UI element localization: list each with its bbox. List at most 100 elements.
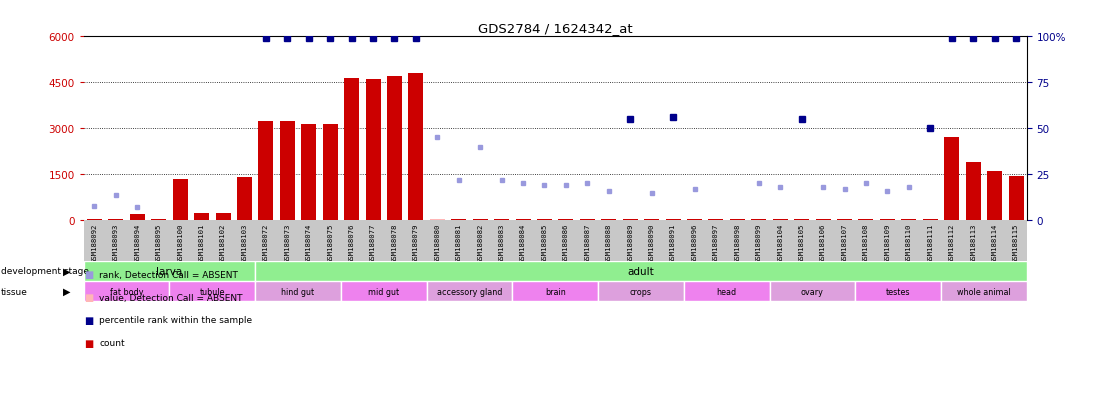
Bar xyxy=(795,219,809,221)
Bar xyxy=(194,213,209,221)
Bar xyxy=(1009,176,1023,221)
Bar xyxy=(730,219,744,221)
Bar xyxy=(837,219,852,221)
Text: whole animal: whole animal xyxy=(958,287,1011,296)
Text: head: head xyxy=(716,287,737,296)
Bar xyxy=(644,219,660,221)
Text: GSM188103: GSM188103 xyxy=(241,223,248,262)
Bar xyxy=(451,219,466,221)
Bar xyxy=(215,214,231,221)
Text: GSM188106: GSM188106 xyxy=(820,223,826,262)
Bar xyxy=(512,281,598,301)
Text: ■: ■ xyxy=(84,292,93,302)
Text: percentile rank within the sample: percentile rank within the sample xyxy=(99,316,252,325)
Text: GSM188101: GSM188101 xyxy=(199,223,204,262)
Text: GSM188086: GSM188086 xyxy=(562,223,569,262)
Text: ▶: ▶ xyxy=(62,286,70,297)
Bar xyxy=(751,219,767,221)
Text: adult: adult xyxy=(627,266,654,276)
Text: ▶: ▶ xyxy=(62,266,70,276)
Bar xyxy=(256,281,340,301)
Text: GSM188073: GSM188073 xyxy=(285,223,290,262)
Bar xyxy=(516,219,530,221)
Text: crops: crops xyxy=(629,287,652,296)
Bar xyxy=(151,219,166,221)
Bar xyxy=(558,219,574,221)
Bar xyxy=(923,219,937,221)
Bar xyxy=(366,80,381,221)
Bar xyxy=(170,281,256,301)
Bar xyxy=(772,219,788,221)
Text: ■: ■ xyxy=(84,270,93,280)
Bar xyxy=(87,219,102,221)
Text: GSM188097: GSM188097 xyxy=(713,223,719,262)
Title: GDS2784 / 1624342_at: GDS2784 / 1624342_at xyxy=(478,21,633,35)
Bar xyxy=(944,138,960,221)
Text: ■: ■ xyxy=(84,338,93,348)
Text: ■: ■ xyxy=(84,315,93,325)
Text: testes: testes xyxy=(886,287,911,296)
Bar xyxy=(344,78,359,221)
Text: GSM188110: GSM188110 xyxy=(906,223,912,262)
Text: GSM188098: GSM188098 xyxy=(734,223,740,262)
Text: GSM188107: GSM188107 xyxy=(841,223,847,262)
Text: GSM188108: GSM188108 xyxy=(863,223,869,262)
Bar xyxy=(602,219,616,221)
Text: count: count xyxy=(99,338,125,347)
Bar xyxy=(173,179,187,221)
Bar xyxy=(84,261,256,281)
Bar xyxy=(494,219,509,221)
Text: GSM188096: GSM188096 xyxy=(692,223,698,262)
Text: ovary: ovary xyxy=(801,287,824,296)
Bar xyxy=(537,219,552,221)
Text: GSM188104: GSM188104 xyxy=(777,223,783,262)
Text: GSM188089: GSM188089 xyxy=(627,223,633,262)
Bar xyxy=(237,177,252,221)
Text: GSM188090: GSM188090 xyxy=(648,223,655,262)
Text: GSM188088: GSM188088 xyxy=(606,223,612,262)
Text: GSM188085: GSM188085 xyxy=(541,223,548,262)
Bar xyxy=(408,74,423,221)
Text: GSM188094: GSM188094 xyxy=(134,223,141,262)
Text: GSM188079: GSM188079 xyxy=(413,223,418,262)
Text: GSM188075: GSM188075 xyxy=(327,223,334,262)
Bar xyxy=(858,219,874,221)
Bar xyxy=(879,219,895,221)
Text: GSM188080: GSM188080 xyxy=(434,223,441,262)
Text: GSM188109: GSM188109 xyxy=(884,223,891,262)
Bar xyxy=(709,219,723,221)
Text: brain: brain xyxy=(545,287,566,296)
Text: GSM188082: GSM188082 xyxy=(478,223,483,262)
Bar xyxy=(426,281,512,301)
Text: GSM188093: GSM188093 xyxy=(113,223,118,262)
Bar xyxy=(987,171,1002,221)
Text: GSM188115: GSM188115 xyxy=(1013,223,1019,262)
Text: rank, Detection Call = ABSENT: rank, Detection Call = ABSENT xyxy=(99,270,238,279)
Bar xyxy=(108,219,124,221)
Bar xyxy=(855,281,941,301)
Bar xyxy=(256,261,1027,281)
Text: GSM188072: GSM188072 xyxy=(263,223,269,262)
Bar xyxy=(623,219,637,221)
Text: GSM188081: GSM188081 xyxy=(455,223,462,262)
Text: tissue: tissue xyxy=(1,287,28,296)
Text: GSM188113: GSM188113 xyxy=(970,223,976,262)
Bar xyxy=(84,281,170,301)
Text: accessory gland: accessory gland xyxy=(436,287,502,296)
Bar xyxy=(430,219,445,221)
Text: development stage: development stage xyxy=(1,267,89,276)
Text: GSM188112: GSM188112 xyxy=(949,223,954,262)
Text: fat body: fat body xyxy=(109,287,143,296)
Text: GSM188102: GSM188102 xyxy=(220,223,227,262)
Bar xyxy=(687,219,702,221)
Text: GSM188092: GSM188092 xyxy=(92,223,97,262)
Bar xyxy=(323,124,338,221)
Bar xyxy=(665,219,681,221)
Bar xyxy=(473,219,488,221)
Text: tubule: tubule xyxy=(200,287,225,296)
Text: value, Detection Call = ABSENT: value, Detection Call = ABSENT xyxy=(99,293,243,302)
Bar xyxy=(387,77,402,221)
Bar xyxy=(965,163,981,221)
Text: GSM188076: GSM188076 xyxy=(348,223,355,262)
Text: GSM188084: GSM188084 xyxy=(520,223,526,262)
